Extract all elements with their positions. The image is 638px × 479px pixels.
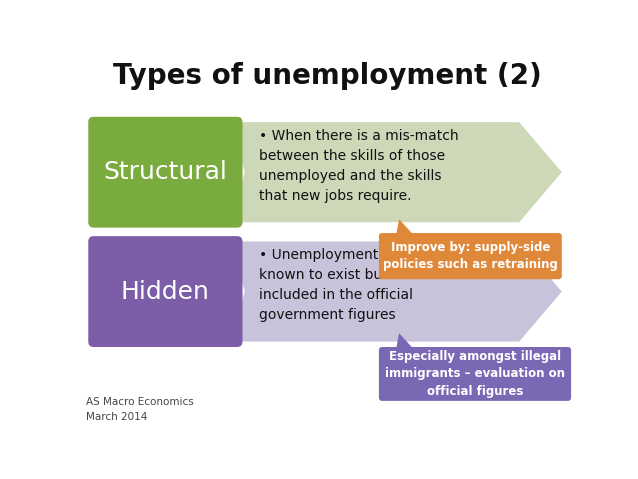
Polygon shape bbox=[231, 122, 562, 222]
Text: • When there is a mis-match
between the skills of those
unemployed and the skill: • When there is a mis-match between the … bbox=[259, 129, 458, 203]
Text: Especially amongst illegal
immigrants – evaluation on
official figures: Especially amongst illegal immigrants – … bbox=[385, 350, 565, 398]
Polygon shape bbox=[231, 241, 562, 342]
Text: AS Macro Economics
March 2014: AS Macro Economics March 2014 bbox=[86, 397, 194, 422]
FancyBboxPatch shape bbox=[379, 233, 562, 279]
Text: Improve by: supply-side
policies such as retraining: Improve by: supply-side policies such as… bbox=[383, 241, 558, 272]
FancyBboxPatch shape bbox=[88, 236, 242, 347]
Text: • Unemployment which is
known to exist but is not
included in the official
gover: • Unemployment which is known to exist b… bbox=[259, 248, 438, 322]
FancyBboxPatch shape bbox=[88, 117, 242, 228]
FancyBboxPatch shape bbox=[379, 347, 571, 401]
Polygon shape bbox=[396, 333, 415, 350]
Text: Hidden: Hidden bbox=[121, 280, 210, 304]
Text: Types of unemployment (2): Types of unemployment (2) bbox=[112, 62, 542, 90]
Polygon shape bbox=[396, 219, 415, 236]
Text: Structural: Structural bbox=[103, 160, 227, 184]
